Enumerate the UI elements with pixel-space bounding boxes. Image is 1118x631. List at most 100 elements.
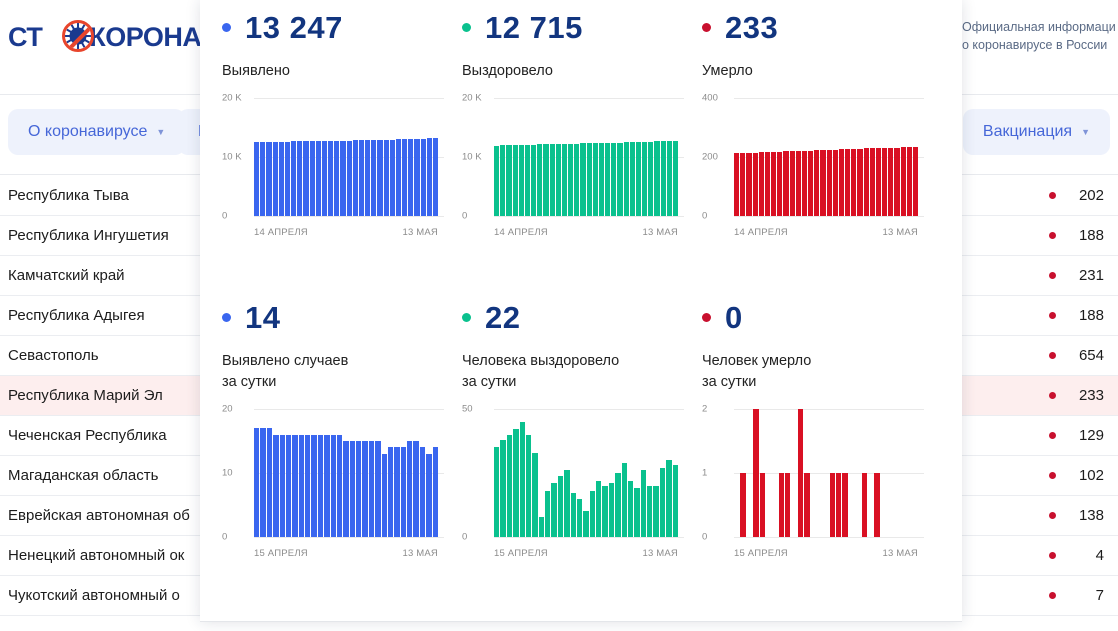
chart-bar xyxy=(740,473,746,537)
chart-bar xyxy=(500,145,506,216)
chart-bar xyxy=(273,434,279,537)
chart-gridline xyxy=(494,216,684,217)
chart-bar xyxy=(642,141,648,216)
chart-bar xyxy=(524,144,531,216)
chart-bar xyxy=(869,148,875,216)
chart-bar xyxy=(875,147,882,216)
chart-y-tick-label: 0 xyxy=(462,531,472,543)
chart-bar xyxy=(589,490,595,537)
chart-bar xyxy=(356,441,362,537)
chart-y-tick-label: 0 xyxy=(462,210,472,222)
chart-gridline xyxy=(734,537,924,538)
region-deaths-value: 188 xyxy=(1078,307,1104,324)
chart-x-tick-label: 13 МАЯ xyxy=(642,548,678,559)
region-deaths-value: 7 xyxy=(1095,587,1104,604)
chart-bar xyxy=(291,141,297,216)
chart-bar xyxy=(564,470,570,537)
chart-bar xyxy=(602,485,608,537)
chart-bar xyxy=(537,144,543,216)
stat-label: Человек умерло за сутки xyxy=(702,353,812,390)
chart-y-tick-label: 20 K xyxy=(462,92,486,104)
chart-bar xyxy=(328,140,334,216)
chart-bar xyxy=(874,473,880,537)
chart-bar xyxy=(797,409,804,537)
chart-bar xyxy=(861,473,867,537)
chart-x-tick-label: 13 МАЯ xyxy=(402,548,438,559)
chart-x-tick-label: 15 АПРЕЛЯ xyxy=(494,548,548,559)
region-deaths-value: 231 xyxy=(1078,267,1104,284)
chart-bar xyxy=(568,143,574,216)
chart-bar xyxy=(778,473,784,537)
chart-bar xyxy=(336,434,343,537)
stat-label: Выявлено случаев за сутки xyxy=(222,353,349,390)
chart-bar xyxy=(297,141,303,216)
chart-bar xyxy=(570,493,576,537)
chart-bar xyxy=(419,447,426,537)
chart-bar xyxy=(400,447,406,537)
chart-bar xyxy=(531,144,537,216)
chart-bar xyxy=(305,434,311,537)
stat-card: 13 247 Выявлено 0 10 K 20 K 14 АПРЕЛЯ 13 МАЯ xyxy=(222,12,462,238)
chart-bar xyxy=(551,483,557,537)
status-dot-icon xyxy=(1049,192,1056,199)
chart-x-tick-label: 13 МАЯ xyxy=(642,227,678,238)
chart-bar xyxy=(583,511,589,537)
chart-bar xyxy=(648,141,654,216)
chart-bar xyxy=(432,447,438,537)
nav-item-about-coronavirus[interactable]: О коронавирусе ▼ xyxy=(8,109,186,155)
chart-bar xyxy=(654,141,660,216)
chart-bar xyxy=(260,141,266,216)
chart-bar xyxy=(592,143,598,216)
chart-bar xyxy=(414,138,420,216)
chart-y-tick-label: 50 xyxy=(462,403,477,415)
chart-bar xyxy=(420,138,426,216)
chart-bar xyxy=(352,140,358,216)
chart-bar xyxy=(759,473,765,537)
chart-x-tick-label: 14 АПРЕЛЯ xyxy=(734,227,788,238)
chart-bar xyxy=(346,140,352,216)
chart-bar xyxy=(375,441,381,537)
chart-bar xyxy=(266,141,272,216)
nav-item-vaccination[interactable]: Вакцинация ▼ xyxy=(962,109,1110,155)
chart-bar xyxy=(426,138,432,216)
chart-bar xyxy=(518,144,524,216)
chart-bar xyxy=(557,475,564,537)
chart-bar xyxy=(368,441,375,537)
chart-y-tick-label: 0 xyxy=(702,210,712,222)
chart-bar xyxy=(506,434,513,537)
chart-bar xyxy=(623,142,629,216)
chart-bar xyxy=(746,153,752,216)
stat-label: Выявлено xyxy=(222,63,290,79)
chart-bar xyxy=(381,453,387,537)
chart-bar xyxy=(272,141,278,216)
chart-y-tick-label: 10 K xyxy=(462,151,486,163)
chart-bar xyxy=(666,141,672,216)
chart-bar xyxy=(317,434,324,537)
chart-x-axis: 15 АПРЕЛЯ 13 МАЯ xyxy=(494,548,678,559)
chart-bar xyxy=(543,144,549,216)
stat-label: Умерло xyxy=(702,63,753,79)
chart-bar xyxy=(801,150,808,216)
chart-y-tick-label: 400 xyxy=(702,92,722,104)
chart-x-tick-label: 13 МАЯ xyxy=(402,227,438,238)
chart-bar xyxy=(789,151,795,216)
chart-bar xyxy=(857,148,863,216)
chart-bar xyxy=(820,149,826,216)
chart-bar xyxy=(647,485,653,537)
tagline-line-2: о коронавирусе в России xyxy=(962,38,1108,52)
chart-bar xyxy=(758,152,764,216)
chart-y-tick-label: 0 xyxy=(702,531,712,543)
chart-bar xyxy=(576,498,583,537)
chart-bar xyxy=(753,409,759,537)
chart-x-axis: 14 АПРЕЛЯ 13 МАЯ xyxy=(254,227,438,238)
chart-y-tick-label: 2 xyxy=(702,403,712,415)
chart-bar xyxy=(260,428,266,537)
chart-bar xyxy=(315,141,321,216)
chart-bar xyxy=(912,147,919,216)
chart-bar xyxy=(814,149,820,216)
region-name: Республика Тыва xyxy=(8,187,129,204)
chart-bar xyxy=(407,441,413,537)
chart-gridline xyxy=(254,216,444,217)
chart-bar xyxy=(285,434,292,537)
chart-y-tick-label: 0 xyxy=(222,531,232,543)
